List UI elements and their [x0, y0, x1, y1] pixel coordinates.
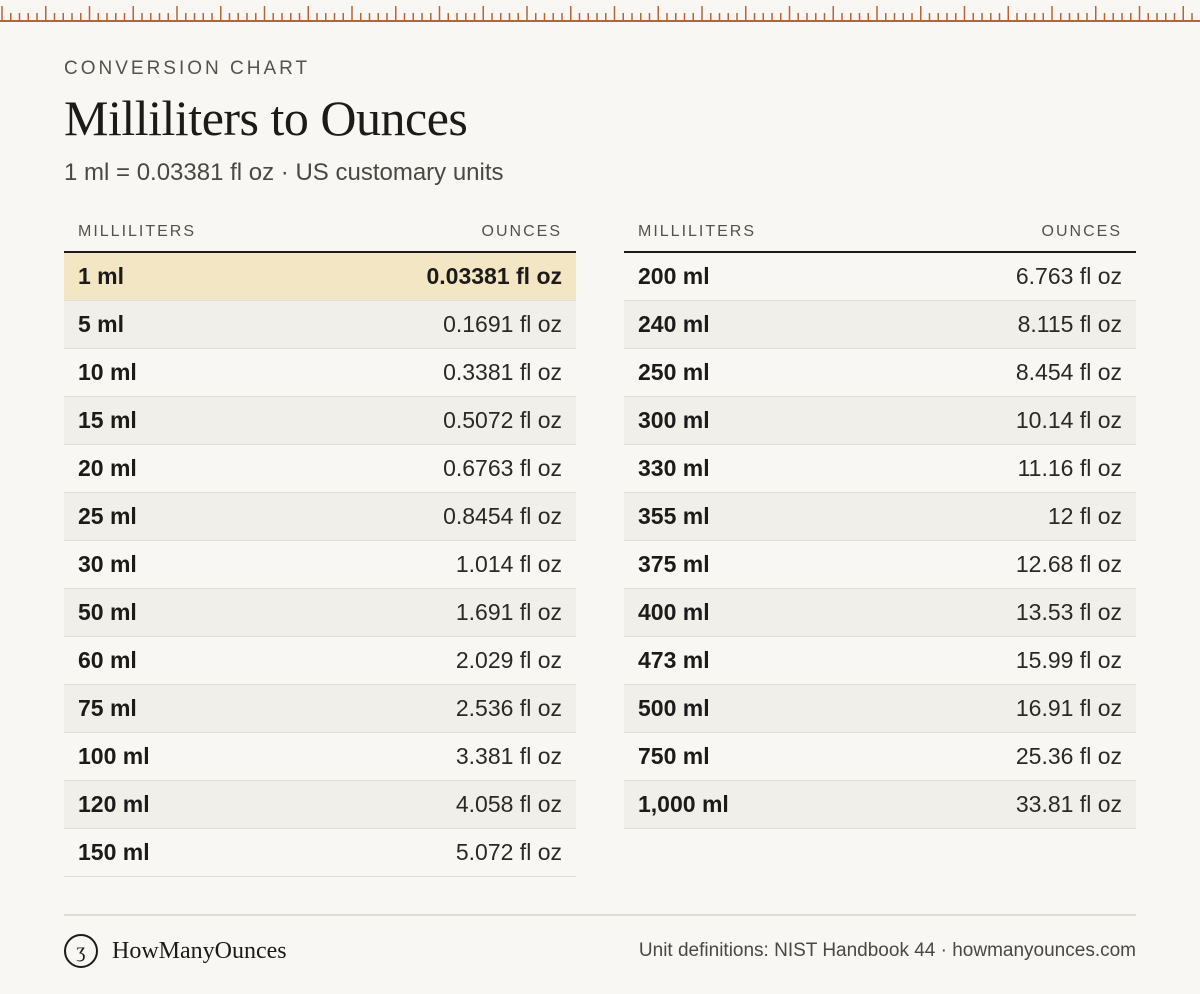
table-row: 400 ml 13.53 fl oz: [624, 589, 1136, 637]
milliliters-cell: 100 ml: [78, 743, 150, 769]
brand-name: HowManyOunces: [112, 937, 287, 964]
milliliters-cell: 1,000 ml: [638, 791, 729, 817]
table-row: 20 ml 0.6763 fl oz: [64, 445, 576, 493]
ounces-cell: 2.536 fl oz: [455, 695, 562, 721]
ounces-cell: 3.381 fl oz: [455, 743, 562, 769]
table-row: 300 ml 10.14 fl oz: [624, 397, 1136, 445]
table-body: 200 ml 6.763 fl oz 240 ml 8.115 fl oz 250 ml…: [624, 253, 1136, 829]
milliliters-cell: 120 ml: [78, 791, 150, 817]
ounces-cell: 4.058 fl oz: [455, 791, 562, 817]
column-header-ounces: OUNCES: [481, 222, 562, 240]
milliliters-cell: 240 ml: [638, 311, 710, 337]
ounces-cell: 1.014 fl oz: [455, 551, 562, 577]
ounces-cell: 15.99 fl oz: [1015, 647, 1122, 673]
ounces-cell: 8.454 fl oz: [1015, 359, 1122, 385]
ounces-cell: 0.1691 fl oz: [443, 311, 562, 337]
table-row: 25 ml 0.8454 fl oz: [64, 493, 576, 541]
table-row: 1,000 ml 33.81 fl oz: [624, 781, 1136, 829]
ounces-cell: 33.81 fl oz: [1015, 791, 1122, 817]
kicker: CONVERSION CHART: [64, 58, 311, 79]
brand-logo-icon: ʒ: [64, 934, 98, 968]
milliliters-cell: 750 ml: [638, 743, 710, 769]
milliliters-cell: 30 ml: [78, 551, 137, 577]
milliliters-cell: 50 ml: [78, 599, 137, 625]
table-header: MILLILITERS OUNCES: [64, 212, 576, 253]
milliliters-cell: 300 ml: [638, 407, 710, 433]
page-subtitle: 1 ml = 0.03381 fl oz · US customary unit…: [64, 159, 504, 186]
ounces-cell: 0.8454 fl oz: [443, 503, 562, 529]
table-row: 240 ml 8.115 fl oz: [624, 301, 1136, 349]
milliliters-cell: 5 ml: [78, 311, 125, 337]
ounces-cell: 10.14 fl oz: [1015, 407, 1122, 433]
milliliters-cell: 200 ml: [638, 263, 710, 289]
table-row: 10 ml 0.3381 fl oz: [64, 349, 576, 397]
milliliters-cell: 1 ml: [78, 263, 125, 289]
milliliters-cell: 473 ml: [638, 647, 710, 673]
ounces-cell: 16.91 fl oz: [1015, 695, 1122, 721]
footer-divider: [64, 914, 1136, 916]
table-row: 5 ml 0.1691 fl oz: [64, 301, 576, 349]
milliliters-cell: 500 ml: [638, 695, 710, 721]
brand[interactable]: ʒ HowManyOunces: [64, 934, 287, 968]
table-body: 1 ml 0.03381 fl oz 5 ml 0.1691 fl oz 10 ml 0.…: [64, 253, 576, 877]
table-row: 100 ml 3.381 fl oz: [64, 733, 576, 781]
milliliters-cell: 20 ml: [78, 455, 137, 481]
ounces-cell: 13.53 fl oz: [1015, 599, 1122, 625]
table-row: 750 ml 25.36 fl oz: [624, 733, 1136, 781]
milliliters-cell: 250 ml: [638, 359, 710, 385]
table-row: 200 ml 6.763 fl oz: [624, 253, 1136, 301]
table-row: 30 ml 1.014 fl oz: [64, 541, 576, 589]
page-title: Milliliters to Ounces: [64, 90, 468, 146]
ounces-cell: 25.36 fl oz: [1015, 743, 1122, 769]
table-row: 15 ml 0.5072 fl oz: [64, 397, 576, 445]
conversion-table-right: MILLILITERS OUNCES 200 ml 6.763 fl oz 240 …: [624, 212, 1136, 829]
ounces-cell: 0.3381 fl oz: [443, 359, 562, 385]
ounces-cell: 0.5072 fl oz: [443, 407, 562, 433]
ounces-cell: 8.115 fl oz: [1017, 311, 1122, 337]
milliliters-cell: 25 ml: [78, 503, 137, 529]
ounces-cell: 11.16 fl oz: [1017, 455, 1122, 481]
conversion-table-left: MILLILITERS OUNCES 1 ml 0.03381 fl oz 5 ml…: [64, 212, 576, 877]
ounces-cell: 12.68 fl oz: [1015, 551, 1122, 577]
source-note: Unit definitions: NIST Handbook 44 · how…: [638, 940, 1136, 961]
milliliters-cell: 60 ml: [78, 647, 137, 673]
table-row: 150 ml 5.072 fl oz: [64, 829, 576, 877]
milliliters-cell: 400 ml: [638, 599, 710, 625]
table-row: 473 ml 15.99 fl oz: [624, 637, 1136, 685]
ounces-cell: 5.072 fl oz: [455, 839, 562, 865]
column-header-ounces: OUNCES: [1041, 222, 1122, 240]
table-row: 50 ml 1.691 fl oz: [64, 589, 576, 637]
milliliters-cell: 375 ml: [638, 551, 710, 577]
ounces-cell: 2.029 fl oz: [455, 647, 562, 673]
table-row: 355 ml 12 fl oz: [624, 493, 1136, 541]
ounces-cell: 0.03381 fl oz: [426, 263, 562, 289]
table-row: 250 ml 8.454 fl oz: [624, 349, 1136, 397]
milliliters-cell: 330 ml: [638, 455, 710, 481]
table-row: 500 ml 16.91 fl oz: [624, 685, 1136, 733]
table-row: 120 ml 4.058 fl oz: [64, 781, 576, 829]
ruler-border: [0, 0, 1200, 22]
milliliters-cell: 150 ml: [78, 839, 150, 865]
milliliters-cell: 75 ml: [78, 695, 137, 721]
column-header-milliliters: MILLILITERS: [638, 222, 757, 240]
table-row: 375 ml 12.68 fl oz: [624, 541, 1136, 589]
ounces-cell: 0.6763 fl oz: [443, 455, 562, 481]
table-row: 60 ml 2.029 fl oz: [64, 637, 576, 685]
ruler-ticks: [1, 6, 1193, 22]
column-header-milliliters: MILLILITERS: [78, 222, 197, 240]
table-row: 75 ml 2.536 fl oz: [64, 685, 576, 733]
table-row: 330 ml 11.16 fl oz: [624, 445, 1136, 493]
ounces-cell: 1.691 fl oz: [455, 599, 562, 625]
ounces-cell: 12 fl oz: [1047, 503, 1122, 529]
milliliters-cell: 15 ml: [78, 407, 137, 433]
milliliters-cell: 355 ml: [638, 503, 710, 529]
table-header: MILLILITERS OUNCES: [624, 212, 1136, 253]
ounces-cell: 6.763 fl oz: [1015, 263, 1122, 289]
milliliters-cell: 10 ml: [78, 359, 137, 385]
table-row: 1 ml 0.03381 fl oz: [64, 253, 576, 301]
